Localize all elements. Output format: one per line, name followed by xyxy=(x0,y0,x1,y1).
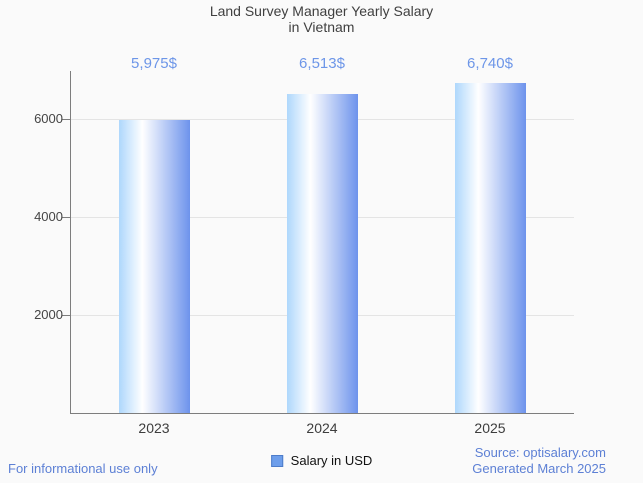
x-axis-category-label-2025: 2025 xyxy=(474,420,506,436)
y-axis-tick-label-4000: 4000 xyxy=(34,209,63,224)
y-axis-line xyxy=(70,71,71,413)
x-axis-line xyxy=(70,413,574,414)
chart-title-line2: in Vietnam xyxy=(288,19,355,35)
y-axis-tick-6000 xyxy=(62,119,70,120)
generated-text: Generated March 2025 xyxy=(472,461,606,476)
chart-title-line1: Land Survey Manager Yearly Salary xyxy=(209,3,434,19)
bar-value-label-2023: 5,975$ xyxy=(131,55,177,72)
y-axis-tick-4000 xyxy=(62,217,70,218)
source-link[interactable]: Source: optisalary.com xyxy=(474,445,606,460)
source-block: Source: optisalary.com Generated March 2… xyxy=(472,445,606,477)
legend-color-swatch xyxy=(270,454,283,467)
bar-value-label-2024: 6,513$ xyxy=(299,55,345,72)
bar-2023 xyxy=(118,120,190,413)
y-axis-tick-label-2000: 2000 xyxy=(34,307,63,322)
x-axis-category-label-2024: 2024 xyxy=(306,420,338,436)
bar-2024 xyxy=(286,94,358,413)
legend-label: Salary in USD xyxy=(290,453,373,468)
disclaimer-text: For informational use only xyxy=(8,461,158,476)
bar-2025 xyxy=(454,83,526,413)
legend: Salary in USD xyxy=(270,453,373,468)
y-axis-tick-label-6000: 6000 xyxy=(34,111,63,126)
y-axis-tick-2000 xyxy=(62,315,70,316)
x-axis-category-label-2023: 2023 xyxy=(138,420,170,436)
bar-value-label-2025: 6,740$ xyxy=(467,55,513,72)
